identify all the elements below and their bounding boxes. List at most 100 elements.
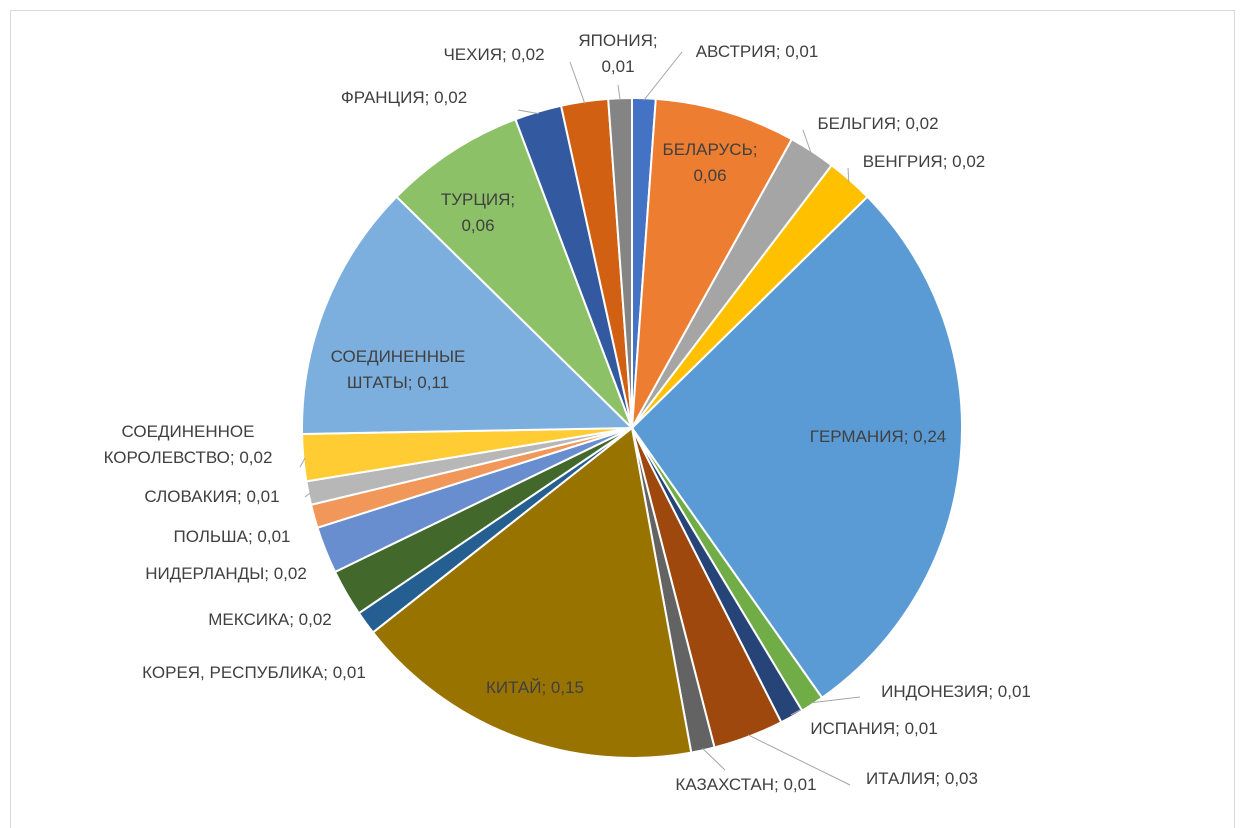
value-label: 0,01 (601, 57, 635, 76)
label-separator: ; (895, 719, 905, 738)
pie-slice (630, 195, 963, 700)
label-separator: ; (510, 190, 520, 209)
category-name: ПОЛЬША (173, 527, 248, 546)
data-label: ФРАНЦИЯ; 0,02 (304, 85, 504, 111)
data-label: ИНДОНЕЗИЯ; 0,01 (846, 679, 1066, 705)
data-label: ИТАЛИЯ; 0,03 (822, 766, 1022, 792)
leader-line (811, 696, 861, 704)
leader-line (299, 457, 306, 468)
leader-line (702, 747, 726, 771)
category-name: БЕЛЬГИЯ (817, 114, 896, 133)
value-label: 0,01 (785, 42, 819, 61)
value-label: 0,02 (952, 152, 986, 171)
value-label: 0,02 (273, 564, 307, 583)
value-label: 0,01 (332, 663, 366, 682)
data-label: КАЗАХСТАН; 0,01 (646, 772, 846, 798)
label-separator: ; (935, 769, 945, 788)
category-name: ВЕНГРИЯ (862, 152, 943, 171)
label-separator: ; (237, 487, 247, 506)
category-name: АВСТРИЯ (695, 42, 776, 61)
leader-line (617, 84, 621, 101)
pie-slice (395, 117, 633, 429)
value-label: 0,02 (239, 448, 273, 467)
data-label: ГЕРМАНИЯ; 0,24 (778, 424, 978, 450)
data-label: СОЕДИНЕННОЕ КОРОЛЕВСТВО; 0,02 (83, 419, 293, 471)
data-label: НИДЕРЛАНДЫ; 0,02 (116, 561, 336, 587)
value-label: 0,02 (511, 45, 545, 64)
label-separator: ; (289, 610, 299, 629)
label-separator: ; (774, 775, 784, 794)
value-label: 0,02 (905, 114, 939, 133)
category-name: СОЕДИНЕННЫЕ ШТАТЫ (330, 347, 466, 392)
value-label: 0,01 (257, 527, 291, 546)
label-separator: ; (903, 427, 914, 446)
value-label: 0,06 (461, 216, 495, 235)
leader-line (747, 734, 851, 786)
label-separator: ; (652, 31, 663, 50)
data-label: ПОЛЬША; 0,01 (132, 524, 332, 550)
label-separator: ; (942, 152, 953, 171)
value-label: 0,15 (550, 678, 585, 697)
category-name: КАЗАХСТАН (675, 775, 775, 794)
chart-border (10, 10, 1235, 828)
label-separator: ; (264, 564, 274, 583)
category-name: КОРЕЯ, РЕСПУБЛИКА (142, 663, 324, 682)
value-label: 0,03 (944, 769, 978, 788)
category-name: БЕЛАРУСЬ (662, 140, 753, 159)
data-label: АВСТРИЯ; 0,01 (657, 39, 857, 65)
data-label: ТУРЦИЯ; 0,06 (428, 187, 528, 239)
label-separator: ; (541, 678, 551, 697)
data-label: СОЕДИНЕННЫЕ ШТАТЫ; 0,11 (313, 344, 483, 396)
value-label: 0,01 (246, 487, 280, 506)
label-separator: ; (424, 88, 435, 107)
leader-line (802, 129, 812, 154)
data-label: БЕЛАРУСЬ; 0,06 (650, 137, 770, 189)
leader-line (790, 709, 801, 716)
value-label: 0,01 (904, 719, 938, 738)
category-name: ЧЕХИЯ (443, 45, 502, 64)
pie-slice (631, 97, 794, 429)
value-label: 0,06 (693, 166, 727, 185)
label-separator: ; (323, 663, 333, 682)
category-name: КИТАЙ (485, 678, 542, 697)
value-label: 0,02 (298, 610, 332, 629)
label-separator: ; (895, 114, 906, 133)
category-name: ГЕРМАНИЯ (809, 427, 904, 446)
category-name: ИТАЛИЯ (866, 769, 936, 788)
label-separator: ; (501, 45, 512, 64)
pie-slice (371, 426, 693, 759)
leader-line (304, 492, 311, 498)
label-separator: ; (407, 373, 418, 392)
data-label: СЛОВАКИЯ; 0,01 (112, 484, 312, 510)
label-separator: ; (752, 140, 763, 159)
data-label: ЯПОНИЯ; 0,01 (573, 28, 663, 80)
leader-line (569, 61, 586, 104)
category-name: ТУРЦИЯ (440, 190, 511, 209)
data-label: ЧЕХИЯ; 0,02 (394, 42, 594, 68)
category-name: СЛОВАКИЯ (144, 487, 238, 506)
data-label: БЕЛЬГИЯ; 0,02 (778, 111, 978, 137)
leader-line (847, 167, 850, 182)
value-label: 0,11 (417, 373, 450, 392)
data-label: МЕКСИКА; 0,02 (170, 607, 370, 633)
data-label: ИСПАНИЯ; 0,01 (774, 716, 974, 742)
label-separator: ; (247, 527, 258, 546)
pie-slice (301, 195, 635, 435)
category-name: ИСПАНИЯ (810, 719, 896, 738)
label-separator: ; (229, 448, 240, 467)
value-label: 0,24 (913, 427, 947, 446)
leader-line (517, 109, 539, 115)
label-separator: ; (775, 42, 786, 61)
data-label: КИТАЙ; 0,15 (435, 675, 635, 701)
leader-line (643, 51, 683, 101)
data-label: ВЕНГРИЯ; 0,02 (824, 149, 1024, 175)
value-label: 0,01 (997, 682, 1031, 701)
label-separator: ; (988, 682, 998, 701)
category-name: МЕКСИКА (208, 610, 290, 629)
data-label: КОРЕЯ, РЕСПУБЛИКА; 0,01 (129, 660, 379, 686)
category-name: ФРАНЦИЯ (340, 88, 425, 107)
category-name: ИНДОНЕЗИЯ (881, 682, 989, 701)
category-name: СОЕДИНЕННОЕ КОРОЛЕВСТВО (103, 422, 255, 467)
